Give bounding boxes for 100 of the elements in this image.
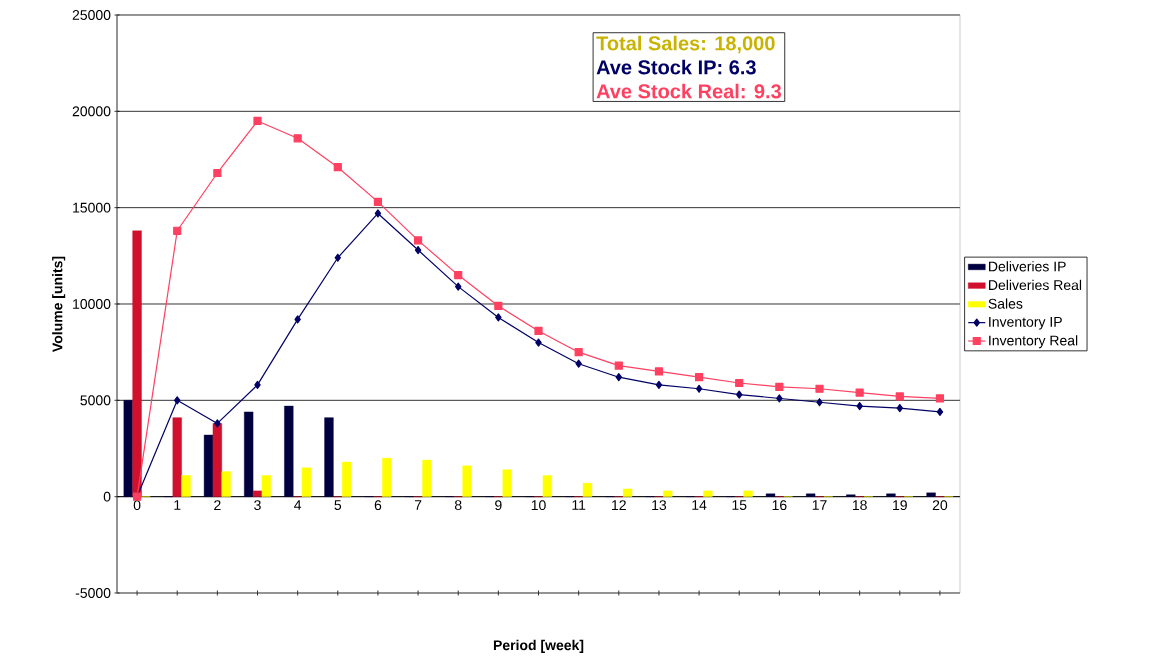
bar (212, 423, 222, 497)
bar (582, 482, 593, 497)
bar (502, 469, 512, 497)
annotation: Ave Stock IP: 6.3 (596, 59, 756, 75)
bar (132, 230, 142, 497)
point (414, 245, 422, 255)
point (775, 382, 784, 391)
bar (422, 459, 432, 497)
point (374, 209, 382, 218)
point (735, 390, 743, 399)
point (695, 384, 703, 393)
x-tick-label: 2 (214, 500, 221, 510)
bar (703, 490, 713, 497)
point (735, 378, 744, 387)
bar (181, 475, 191, 497)
point (495, 313, 502, 322)
x-tick-label: 14 (692, 500, 707, 510)
point (615, 372, 623, 382)
point (214, 419, 221, 428)
bar (221, 471, 231, 497)
x-axis-title: Period [week] (493, 639, 584, 653)
x-tick-label: 6 (374, 500, 382, 510)
bar (203, 434, 214, 497)
bar (806, 493, 816, 497)
x-tick-label: 12 (612, 500, 626, 510)
bar (284, 405, 294, 497)
point (334, 253, 342, 262)
bar (743, 490, 753, 497)
x-tick-label: 17 (812, 500, 827, 510)
point (855, 388, 864, 397)
x-tick-label: 7 (414, 500, 422, 510)
bar (926, 492, 936, 497)
x-tick-label: 18 (852, 500, 867, 510)
x-tick-label: 10 (531, 500, 546, 510)
point (815, 384, 824, 393)
y-tick-label: 20000 (72, 106, 111, 117)
legend-label: Inventory IP (989, 316, 1062, 330)
y-tick-label: 15000 (73, 202, 111, 213)
y-tick-label: -5000 (75, 587, 111, 598)
point (614, 361, 623, 370)
point (455, 282, 462, 291)
point (655, 380, 663, 389)
x-tick-label: 19 (893, 500, 907, 510)
bar (623, 488, 633, 497)
x-tick-label: 3 (254, 500, 261, 510)
point (895, 392, 904, 401)
y-tick-label: 10000 (73, 298, 111, 309)
bar (542, 475, 552, 497)
point (293, 134, 302, 143)
bar (252, 490, 263, 497)
bar (765, 493, 776, 497)
point (373, 197, 383, 206)
x-tick-label: 15 (732, 500, 747, 510)
point (816, 398, 823, 407)
bar (342, 461, 352, 497)
bar (886, 493, 896, 497)
bar (462, 465, 472, 497)
bar (663, 490, 673, 497)
x-tick-label: 13 (652, 500, 667, 510)
annotation: Total Sales: 18,000 (596, 35, 775, 54)
x-tick-label: 20 (932, 500, 948, 510)
bar (172, 417, 182, 497)
bar (301, 467, 312, 497)
point (935, 394, 945, 403)
point (534, 326, 543, 335)
point (654, 367, 664, 376)
x-tick-label: 8 (454, 500, 462, 510)
legend-label: Inventory Real (989, 335, 1078, 349)
bar (244, 411, 254, 497)
y-axis-title: Volume [units] (52, 256, 66, 352)
point (776, 394, 783, 403)
x-tick-label: 16 (772, 500, 787, 510)
x-tick-label: 9 (495, 500, 502, 510)
point (413, 236, 423, 245)
legend-label: Sales (988, 298, 1023, 309)
point (856, 401, 863, 411)
bar (324, 417, 334, 497)
annotation: Ave Stock Real: 9.3 (596, 83, 781, 99)
point (896, 403, 904, 413)
point (575, 359, 582, 368)
x-tick-label: 4 (294, 500, 302, 510)
legend-label: Deliveries IP (989, 261, 1066, 272)
y-tick-label: 25000 (72, 9, 111, 20)
point (494, 301, 503, 310)
point (213, 168, 222, 177)
point (574, 347, 583, 357)
x-tick-label: 11 (572, 500, 586, 510)
point (294, 315, 301, 324)
point (535, 338, 542, 347)
point (173, 226, 182, 235)
legend-label: Deliveries Real (989, 279, 1082, 290)
point (694, 372, 704, 382)
x-tick-label: 5 (334, 500, 342, 510)
x-tick-label: 1 (174, 500, 181, 510)
y-tick-label: 5000 (80, 395, 111, 406)
point (253, 116, 262, 125)
point (254, 380, 261, 389)
bar (382, 457, 392, 497)
point (936, 407, 944, 416)
y-tick-label: 0 (103, 491, 111, 502)
